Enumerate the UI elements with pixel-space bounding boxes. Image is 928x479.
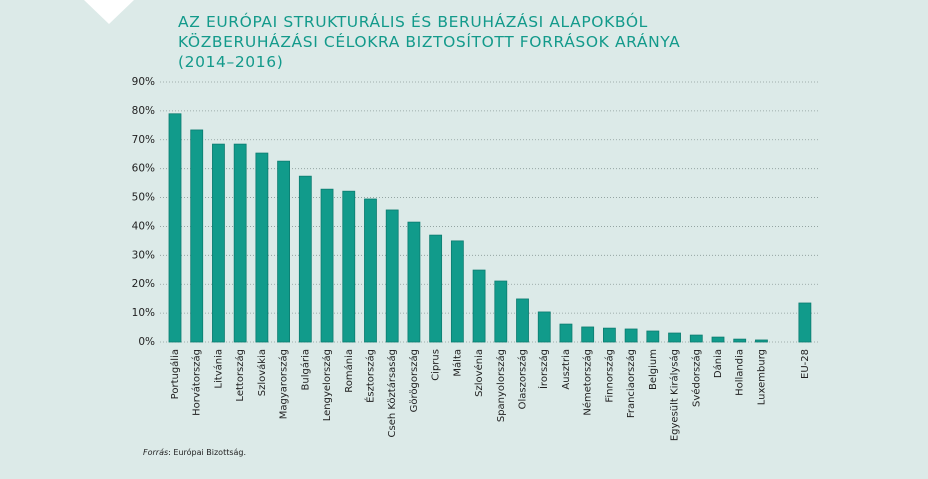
bar — [233, 143, 247, 343]
chart-title: KÖZBERUHÁZÁSI CÉLOKRA BIZTOSÍTOTT FORRÁS… — [178, 32, 680, 51]
y-tick-label: 90% — [132, 76, 155, 88]
y-tick-label: 50% — [132, 192, 155, 204]
y-tick-label: 80% — [132, 105, 155, 117]
bar — [537, 311, 551, 343]
source-text: : Európai Bizottság. — [168, 447, 246, 457]
x-tick-label: Szlovákia — [256, 349, 268, 396]
y-tick-label: 40% — [132, 220, 155, 232]
bar — [516, 298, 529, 343]
y-tick-label: 70% — [132, 134, 155, 146]
bar — [212, 143, 225, 343]
x-tick-label: Horvátország — [191, 349, 203, 416]
x-tick-label: Szlovénia — [473, 349, 485, 397]
x-tick-label: Svédország — [690, 349, 702, 407]
x-tick-label: Ausztria — [561, 349, 572, 390]
x-tick-label: Egyesült Királyság — [669, 349, 681, 441]
bar — [668, 332, 681, 343]
bar — [711, 336, 725, 343]
bar — [255, 152, 269, 343]
bar — [277, 160, 291, 343]
bar — [755, 339, 768, 343]
bar — [472, 269, 486, 343]
x-tick-label: Ciprus — [431, 349, 442, 381]
bar — [603, 327, 616, 343]
decoration — [84, 0, 134, 24]
y-tick-label: 0% — [138, 336, 155, 348]
x-tick-label: Portugália — [169, 349, 181, 399]
bar — [624, 328, 638, 343]
x-tick-label: Finnország — [603, 349, 615, 403]
x-tick-label: Magyarország — [278, 349, 290, 419]
bar — [581, 326, 595, 343]
bar — [364, 198, 377, 343]
x-tick-label: Olaszország — [517, 349, 529, 409]
bar — [450, 240, 464, 343]
bar — [385, 209, 399, 343]
x-tick-label: Luxemburg — [756, 349, 767, 405]
x-tick-label: Litvánia — [212, 349, 224, 389]
y-tick-label: 30% — [132, 249, 155, 261]
source: Forrás: Európai Bizottság. — [143, 447, 246, 457]
y-tick-label: 10% — [132, 307, 155, 319]
x-tick-label: Észtország — [363, 349, 376, 403]
x-tick-label: Spanyolország — [495, 349, 507, 422]
y-tick-label: 60% — [132, 163, 155, 175]
bar — [646, 330, 660, 343]
x-tick-label: Málta — [451, 349, 463, 377]
bar — [798, 302, 812, 343]
bar — [298, 175, 312, 343]
y-tick-label: 20% — [132, 278, 155, 290]
bar — [733, 338, 747, 343]
x-tick-label: Görögország — [408, 349, 420, 412]
chart-title: (2014–2016) — [178, 53, 283, 71]
chart-title: AZ EURÓPAI STRUKTURÁLIS ÉS BERUHÁZÁSI AL… — [178, 12, 648, 31]
x-tick-label: Románia — [343, 349, 355, 393]
bar — [342, 190, 356, 343]
bar — [320, 188, 334, 343]
bar — [407, 221, 421, 343]
x-tick-label: Lengyelország — [321, 349, 333, 421]
x-tick-label: EU-28 — [800, 349, 811, 379]
bar — [559, 323, 573, 343]
x-tick-label: Bulgária — [299, 349, 311, 390]
x-tick-label: Dánia — [712, 349, 724, 378]
x-tick-label: Cseh Köztársaság — [386, 349, 398, 437]
source-label: Forrás — [143, 448, 168, 457]
x-tick-label: Németország — [582, 349, 594, 416]
bar — [190, 129, 204, 343]
bar — [429, 234, 443, 343]
bar — [494, 280, 508, 343]
x-tick-label: Hollandia — [735, 349, 746, 396]
x-tick-label: Lettország — [234, 349, 246, 402]
x-tick-label: Írország — [537, 349, 550, 389]
x-tick-label: Belgium — [648, 349, 659, 390]
x-tick-label: Franciaország — [625, 349, 637, 418]
bar — [168, 113, 182, 343]
bar — [689, 334, 703, 343]
